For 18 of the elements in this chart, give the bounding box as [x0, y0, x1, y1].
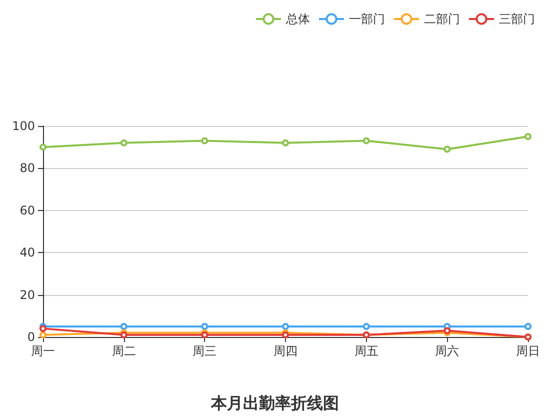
y-tick-label: 100	[12, 119, 35, 133]
x-tick-label: 周六	[435, 344, 460, 358]
y-tick-label: 60	[20, 203, 35, 218]
y-tick-label: 0	[27, 330, 35, 344]
y-tick-label: 20	[20, 288, 35, 302]
legend-label: 二部门	[424, 12, 460, 26]
x-tick-label: 周三	[192, 344, 217, 358]
legend-label: 三部门	[499, 12, 535, 26]
x-tick-label: 周一	[31, 344, 55, 358]
text: 本月出勤率折线图	[210, 394, 339, 412]
legend-label: 一部门	[349, 12, 385, 26]
y-tick-label: 40	[20, 246, 35, 260]
x-tick-label: 周四	[274, 344, 298, 358]
x-tick-label: 周日	[516, 344, 540, 358]
x-tick-label: 周二	[112, 344, 136, 358]
y-tick-label: 80	[20, 161, 35, 176]
x-tick-label: 周五	[354, 344, 378, 358]
legend-label: 总体	[285, 12, 310, 26]
